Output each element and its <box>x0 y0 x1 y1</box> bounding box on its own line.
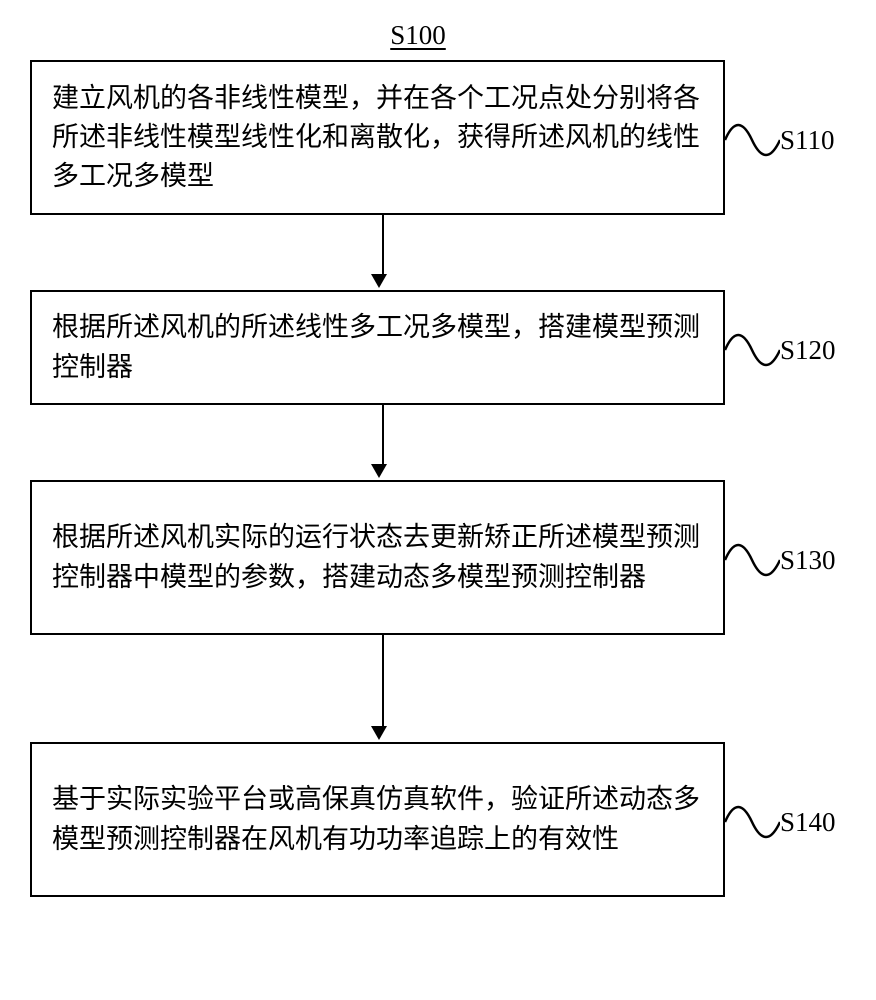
step-text: 基于实际实验平台或高保真仿真软件，验证所述动态多模型预测控制器在风机有功功率追踪… <box>52 780 703 858</box>
arrow-line <box>382 215 384 275</box>
arrow-head <box>371 726 387 740</box>
flowchart-container: S100 建立风机的各非线性模型，并在各个工况点处分别将各所述非线性模型线性化和… <box>0 0 876 1000</box>
arrow-head <box>371 274 387 288</box>
step-label-s110: S110 <box>780 125 835 156</box>
wave-connector-icon <box>725 325 780 375</box>
arrow-down-icon <box>378 635 387 740</box>
arrow-down-icon <box>378 215 387 288</box>
wave-connector-icon <box>725 535 780 585</box>
step-box-s140: 基于实际实验平台或高保真仿真软件，验证所述动态多模型预测控制器在风机有功功率追踪… <box>30 742 725 897</box>
arrow-line <box>382 635 384 727</box>
step-box-s120: 根据所述风机的所述线性多工况多模型，搭建模型预测控制器 <box>30 290 725 405</box>
title-text: S100 <box>390 20 446 50</box>
diagram-title: S100 <box>378 20 458 51</box>
step-label-s130: S130 <box>780 545 836 576</box>
wave-connector-icon <box>725 115 780 165</box>
arrow-line <box>382 405 384 465</box>
step-text: 建立风机的各非线性模型，并在各个工况点处分别将各所述非线性模型线性化和离散化，获… <box>52 79 703 196</box>
step-text: 根据所述风机的所述线性多工况多模型，搭建模型预测控制器 <box>52 308 703 386</box>
wave-connector-icon <box>725 797 780 847</box>
step-box-s110: 建立风机的各非线性模型，并在各个工况点处分别将各所述非线性模型线性化和离散化，获… <box>30 60 725 215</box>
step-box-s130: 根据所述风机实际的运行状态去更新矫正所述模型预测控制器中模型的参数，搭建动态多模… <box>30 480 725 635</box>
step-text: 根据所述风机实际的运行状态去更新矫正所述模型预测控制器中模型的参数，搭建动态多模… <box>52 518 703 596</box>
arrow-head <box>371 464 387 478</box>
arrow-down-icon <box>378 405 387 478</box>
step-label-s140: S140 <box>780 807 836 838</box>
step-label-s120: S120 <box>780 335 836 366</box>
